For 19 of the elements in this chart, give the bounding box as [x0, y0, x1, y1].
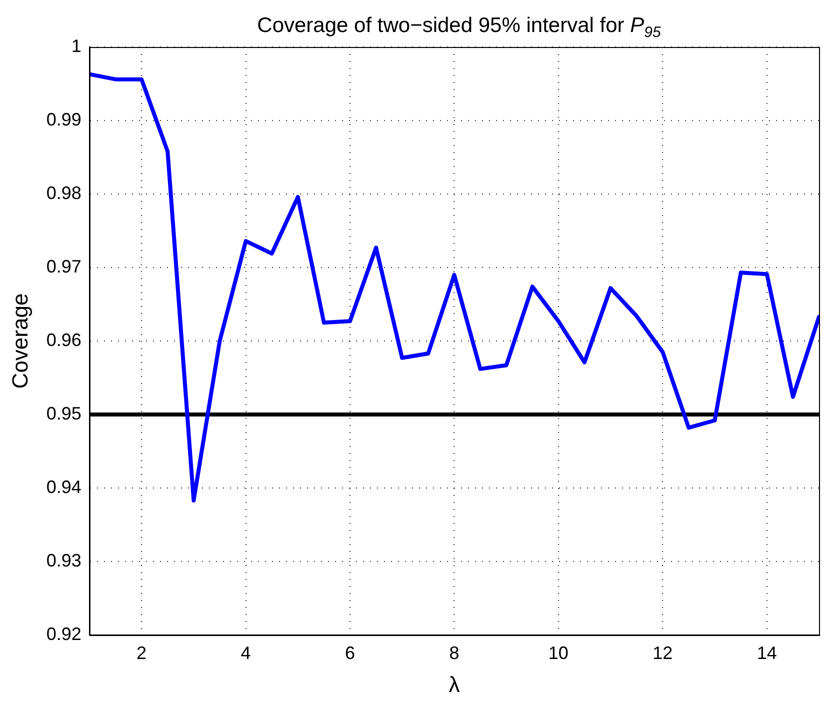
y-axis-title: Coverage [7, 293, 32, 389]
y-tick-label: 0.96 [46, 330, 82, 350]
x-tick-label: 2 [136, 642, 147, 663]
y-tick-label: 0.98 [46, 182, 82, 203]
y-tick-label: 0.99 [46, 109, 82, 130]
y-tick-label: 0.92 [46, 624, 82, 644]
x-tick-label: 10 [548, 642, 568, 663]
x-tick-label: 6 [344, 642, 355, 663]
x-axis-title: λ [448, 672, 460, 697]
x-tick-label: 4 [240, 642, 251, 663]
y-tick-label: 0.94 [46, 476, 82, 497]
y-tick-label: 1 [71, 36, 82, 56]
y-tick-label: 0.95 [46, 403, 82, 424]
x-tick-label: 14 [756, 642, 777, 663]
chart-title: Coverage of two−sided 95% interval for P$_{95}$ [256, 14, 662, 42]
x-tick-label: 12 [652, 642, 673, 663]
y-tick-label: 0.97 [46, 256, 82, 276]
y-tick-label: 0.93 [46, 550, 82, 570]
x-tick-label: 8 [449, 642, 460, 663]
